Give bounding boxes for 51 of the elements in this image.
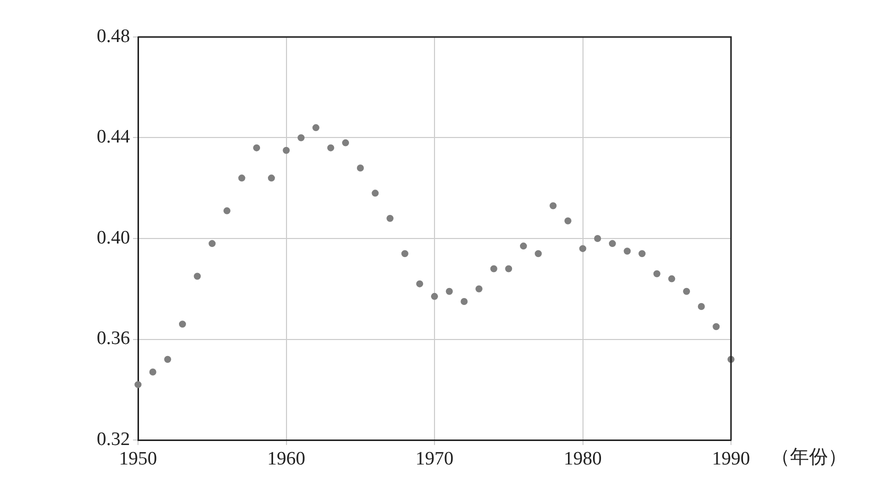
point: [564, 217, 572, 224]
x-tick-label: 1990: [712, 448, 750, 470]
point: [712, 323, 720, 330]
point: [698, 303, 705, 310]
point: [608, 240, 616, 248]
point: [342, 139, 350, 146]
point: [372, 190, 379, 197]
point: [282, 146, 290, 154]
point: [194, 272, 201, 280]
point: [460, 298, 468, 305]
point: [653, 270, 660, 278]
x-tick-label: 1960: [267, 448, 306, 470]
point: [579, 245, 586, 252]
point: [208, 240, 216, 248]
point: [431, 292, 438, 300]
y-tick-label: 0.48: [96, 26, 130, 47]
point: [550, 202, 557, 210]
point: [223, 207, 230, 214]
point: [520, 242, 527, 250]
point: [327, 144, 334, 152]
point: [298, 134, 305, 142]
x-tick-label: 1950: [119, 448, 157, 470]
point: [624, 248, 631, 255]
point: [134, 381, 142, 388]
point: [253, 144, 260, 152]
point: [594, 235, 602, 242]
y-tick-label: 0.36: [96, 328, 130, 350]
x-tick-label: 1970: [416, 448, 454, 470]
point: [505, 265, 512, 272]
point: [238, 174, 246, 182]
point: [312, 124, 320, 132]
point: [401, 250, 408, 258]
point: [534, 250, 542, 258]
y-tick-label: 0.40: [96, 227, 130, 248]
point: [386, 214, 394, 222]
point: [149, 368, 156, 376]
x-axis-title: （年份）: [771, 446, 847, 468]
point: [164, 356, 172, 363]
point: [356, 164, 364, 172]
point: [683, 288, 690, 295]
point: [178, 320, 186, 328]
point: [268, 174, 275, 182]
y-tick-label: 0.44: [96, 126, 130, 148]
x-tick-label: 1980: [564, 448, 602, 470]
point: [638, 250, 646, 258]
point: [446, 288, 453, 295]
point: [490, 265, 498, 272]
point: [668, 275, 676, 282]
point: [475, 285, 482, 292]
point: [416, 280, 424, 288]
y-tick-label: 0.32: [96, 428, 130, 450]
